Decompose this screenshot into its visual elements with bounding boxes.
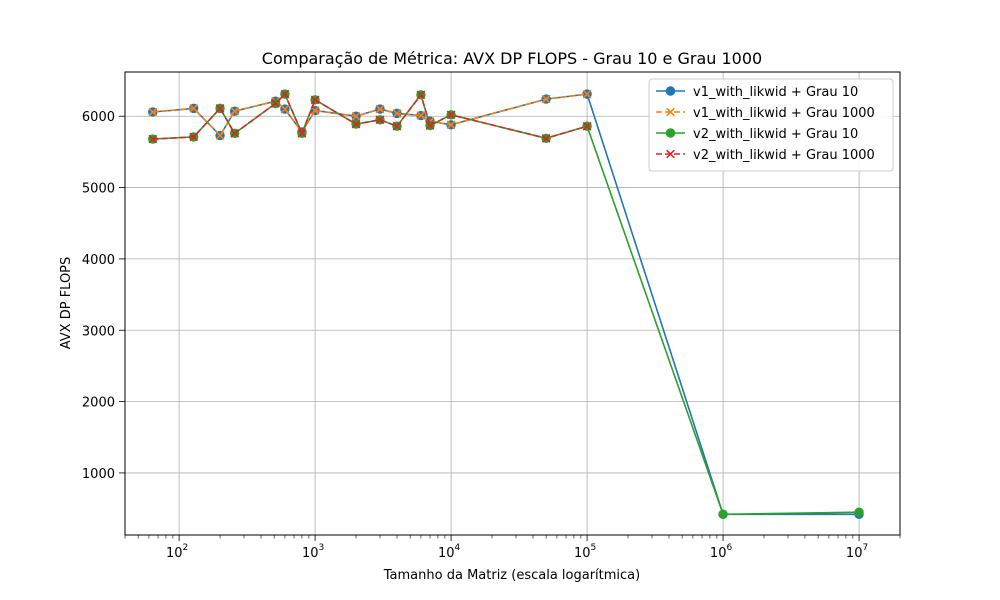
y-tick-label: 2000: [82, 396, 115, 411]
y-tick-label: 1000: [82, 467, 115, 482]
x-axis-label: Tamanho da Matriz (escala logarítmica): [383, 568, 640, 583]
data-point: [351, 119, 361, 129]
data-point: [416, 111, 426, 120]
legend-label: v1_with_likwid + Grau 10: [693, 85, 858, 100]
data-point: [854, 507, 864, 517]
data-point: [425, 121, 435, 130]
legend-item: v2_with_likwid + Grau 1000: [656, 148, 875, 163]
legend-label: v2_with_likwid + Grau 10: [693, 127, 858, 142]
x-tick-label: 105: [574, 543, 596, 561]
data-point: [230, 128, 239, 138]
x-tick-label: 106: [710, 543, 733, 561]
y-tick-label: 5000: [82, 182, 115, 197]
y-tick-label: 3000: [82, 324, 115, 339]
data-point: [189, 104, 199, 113]
axis-ticks: 102 103 104 105 106 107 1000 2000 3000 4000 5000 60…: [82, 110, 901, 561]
legend-marker: [665, 86, 676, 96]
data-point: [446, 120, 456, 130]
data-point: [310, 95, 320, 105]
data-point: [392, 109, 402, 118]
data-point: [148, 107, 158, 117]
x-tick-label: 103: [302, 543, 324, 561]
plot-frame: [124, 71, 901, 536]
data-point: [297, 128, 307, 138]
y-axis-label: AVX DP FLOPS: [59, 257, 74, 350]
data-point: [148, 134, 158, 144]
data-point: [189, 132, 199, 142]
data-point: [271, 99, 280, 108]
data-point: [280, 104, 290, 114]
legend-item: v1_with_likwid + Grau 1000: [656, 106, 875, 121]
data-point: [446, 110, 456, 120]
legend: v1_with_likwid + Grau 10 v1_with_likwid +…: [648, 78, 894, 172]
data-point: [541, 94, 551, 104]
legend-label: v2_with_likwid + Grau 1000: [693, 148, 875, 163]
data-point: [392, 121, 402, 131]
data-point: [230, 106, 239, 116]
data-point: [718, 509, 728, 520]
legend-box: [648, 78, 894, 172]
x-tick-label: 102: [166, 543, 188, 561]
plot-series: [148, 89, 864, 520]
data-point: [375, 115, 385, 125]
data-point: [541, 133, 551, 143]
legend-marker: [666, 107, 675, 117]
x-tick-label: 104: [438, 543, 461, 561]
series-line: [152, 93, 588, 137]
data-point: [351, 111, 361, 121]
y-tick-label: 4000: [82, 253, 115, 268]
series-4: [148, 89, 592, 144]
data-point: [582, 121, 592, 131]
data-point: [375, 104, 385, 114]
grid: [125, 72, 900, 535]
chart-title: Comparação de Métrica: AVX DP FLOPS - Gr…: [262, 49, 762, 68]
legend-marker: [666, 149, 675, 159]
legend-label: v1_with_likwid + Grau 1000: [693, 106, 875, 121]
series-line: [152, 92, 588, 140]
y-tick-label: 6000: [82, 110, 115, 125]
data-point: [215, 104, 225, 113]
legend-marker: [665, 128, 676, 138]
x-tick-label: 107: [846, 543, 868, 561]
data-point: [215, 131, 225, 140]
data-point: [582, 89, 592, 99]
legend-item: v2_with_likwid + Grau 10: [656, 127, 858, 142]
data-point: [416, 90, 426, 100]
legend-item: v1_with_likwid + Grau 10: [656, 85, 858, 100]
data-point: [280, 89, 290, 99]
